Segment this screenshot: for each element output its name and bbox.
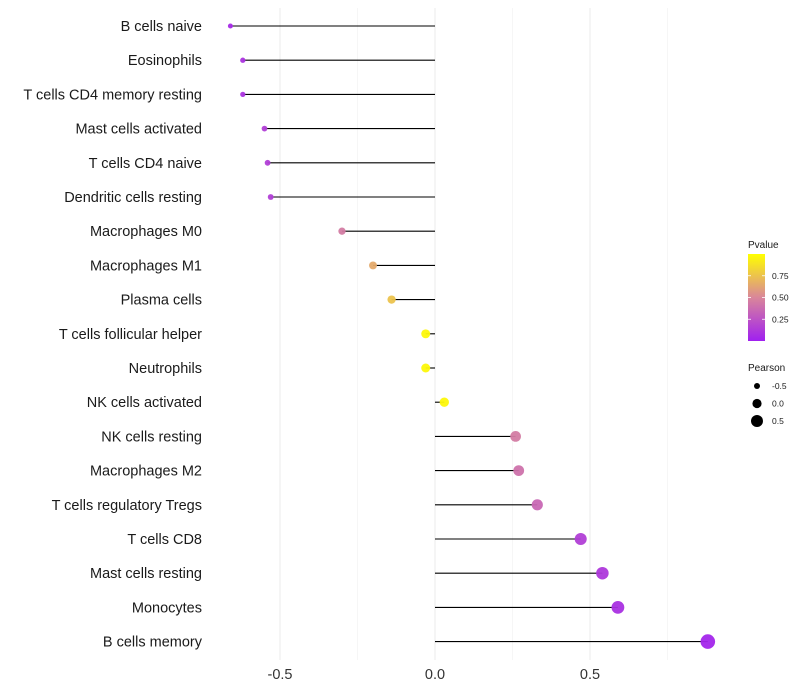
lollipop-point	[387, 295, 396, 304]
category-label: B cells memory	[103, 635, 203, 651]
size-legend-label: 0.5	[772, 416, 784, 426]
lollipop-point	[596, 566, 609, 580]
lollipop-point	[240, 91, 246, 98]
x-tick-label: 0.0	[425, 667, 445, 683]
legend: Pvalue 0.25 0.50 0.75 Pearson -0.5 0.0 0.5	[748, 240, 789, 427]
x-tick-label: -0.5	[268, 667, 293, 683]
color-legend-title: Pvalue	[748, 240, 779, 251]
category-label: Mast cells resting	[90, 566, 202, 582]
category-label: T cells CD4 naive	[89, 156, 202, 172]
category-label: T cells CD8	[127, 532, 202, 548]
size-legend-label: 0.0	[772, 399, 784, 409]
category-label: Macrophages M0	[90, 224, 202, 240]
lollipop-point	[513, 465, 525, 477]
x-tick-label: 0.5	[580, 667, 600, 683]
lollipop-point	[574, 532, 587, 546]
lollipop-point	[531, 499, 543, 511]
category-label: Neutrophils	[129, 361, 202, 377]
color-legend-tick-label: 0.25	[772, 314, 789, 324]
category-label: Mast cells activated	[75, 122, 202, 138]
lollipop-point	[421, 363, 431, 373]
lollipop-point	[338, 227, 346, 235]
points-layer	[227, 23, 716, 649]
lollipop-point	[369, 261, 377, 270]
category-label: B cells naive	[121, 19, 202, 35]
size-legend-key	[752, 398, 762, 409]
lollipop-point	[700, 634, 716, 649]
x-axis-ticks: -0.5 0.0 0.5	[268, 667, 601, 683]
category-label: Dendritic cells resting	[64, 190, 202, 206]
size-legend-label: -0.5	[772, 381, 787, 391]
category-label: NK cells activated	[87, 395, 202, 411]
lollipop-point	[227, 23, 233, 29]
category-label: Macrophages M2	[90, 464, 202, 480]
size-legend-key	[754, 383, 760, 389]
size-legend-key	[751, 415, 763, 427]
category-label: Plasma cells	[121, 293, 202, 309]
category-labels: B cells naive Eosinophils T cells CD4 memo…	[23, 19, 202, 651]
category-label: T cells CD4 memory resting	[23, 87, 202, 103]
lollipop-point	[510, 431, 521, 442]
lollipop-point	[261, 125, 268, 132]
category-label: Macrophages M1	[90, 258, 202, 274]
color-legend-tick-label: 0.75	[772, 271, 789, 281]
lollipop-point	[611, 601, 625, 614]
lollipop-point	[264, 159, 271, 166]
size-legend-title: Pearson	[748, 363, 785, 374]
category-label: Monocytes	[132, 600, 202, 616]
color-legend-bar	[748, 254, 765, 341]
grid-layer	[279, 8, 668, 660]
category-label: NK cells resting	[101, 429, 202, 445]
category-label: T cells follicular helper	[59, 327, 202, 343]
lollipop-point	[439, 397, 449, 407]
color-legend-tick-label: 0.50	[772, 293, 789, 303]
lollipop-point	[421, 329, 431, 339]
lollipop-point	[240, 57, 246, 63]
category-label: T cells regulatory Tregs	[52, 498, 202, 514]
stems-layer	[230, 25, 708, 643]
category-label: Eosinophils	[128, 53, 202, 69]
lollipop-point	[267, 194, 274, 200]
